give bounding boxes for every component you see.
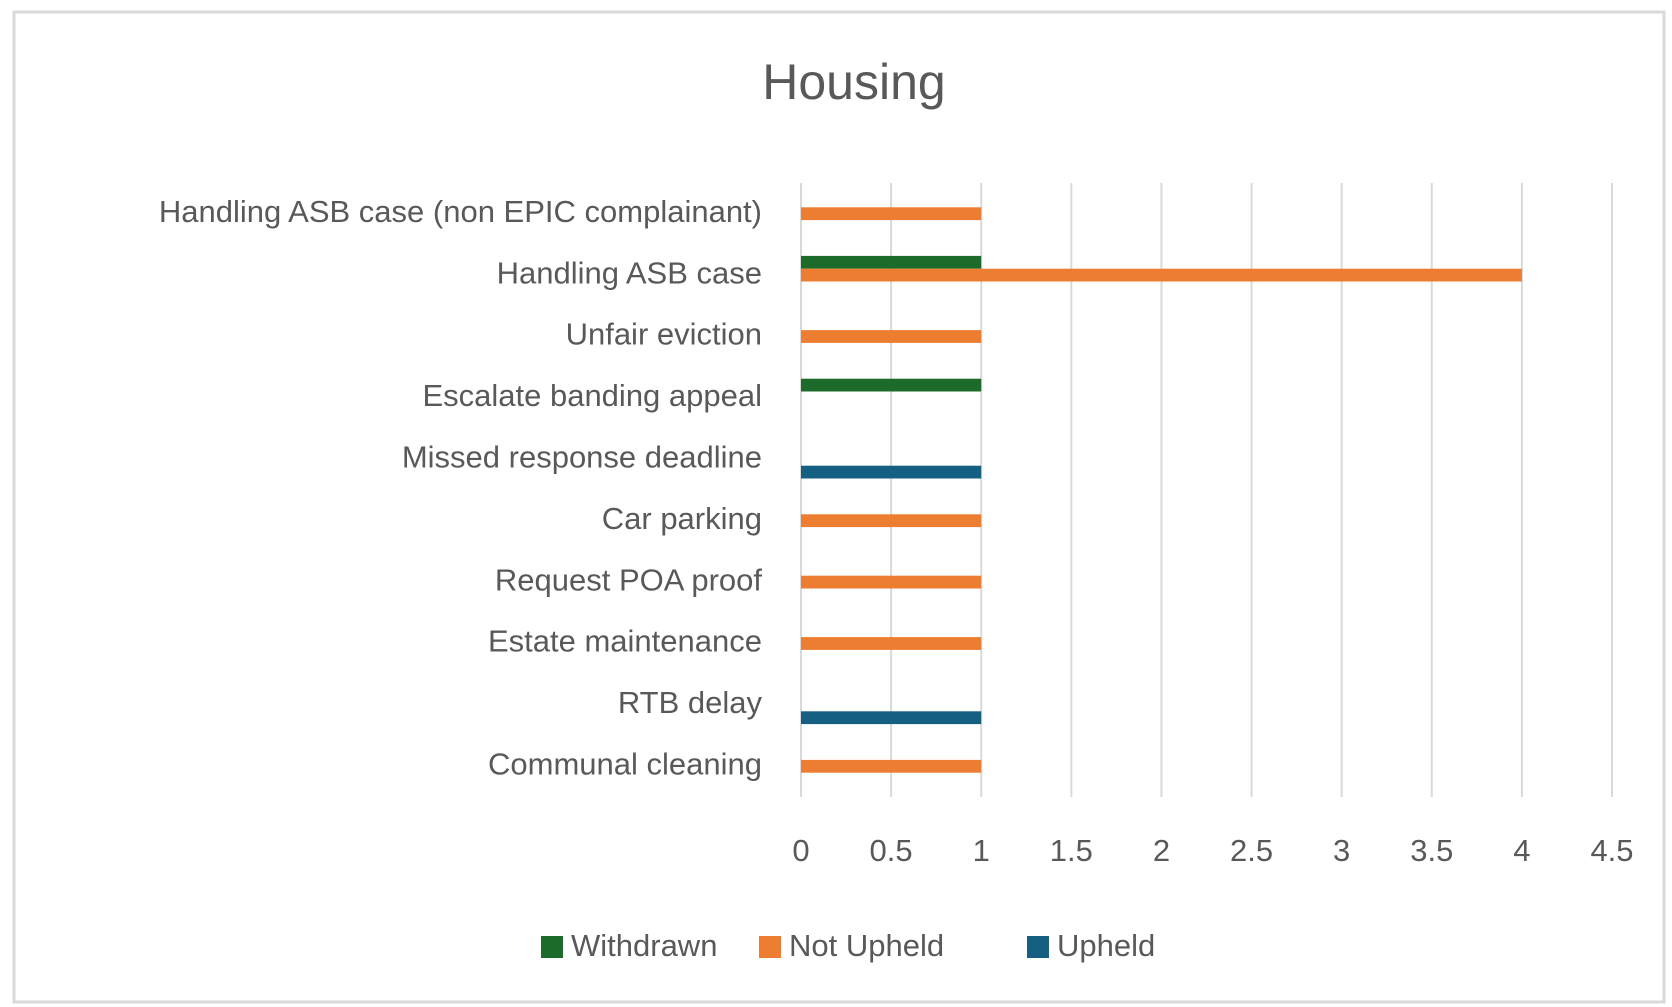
bar: [801, 378, 982, 392]
legend-swatch: [541, 936, 563, 958]
x-tick-label: 0: [792, 833, 809, 868]
x-tick-label: 3: [1333, 833, 1350, 868]
bar: [801, 330, 982, 343]
x-tick-label: 3.5: [1410, 833, 1453, 868]
x-tick-label: 4.5: [1590, 833, 1633, 868]
y-tick-label: Estate maintenance: [488, 624, 762, 659]
chart-title: Housing: [762, 54, 945, 110]
x-tick-label: 1: [973, 833, 990, 868]
legend-label: Withdrawn: [571, 928, 717, 963]
bar: [801, 207, 982, 221]
x-tick-label: 0.5: [870, 833, 913, 868]
chart-frame: [12, 10, 1666, 1004]
bar: [801, 514, 982, 528]
y-tick-label: Escalate banding appeal: [422, 378, 762, 413]
legend-label: Not Upheld: [789, 928, 944, 963]
legend-label: Upheld: [1057, 928, 1155, 963]
bar: [801, 268, 1522, 282]
x-tick-label: 2.5: [1230, 833, 1273, 868]
bar: [801, 465, 982, 479]
bar: [801, 255, 982, 269]
bar: [801, 637, 982, 650]
x-tick-label: 2: [1153, 833, 1170, 868]
y-tick-label: Handling ASB case: [497, 255, 762, 290]
y-tick-label: Missed response deadline: [402, 439, 762, 474]
y-tick-label: Request POA proof: [495, 562, 762, 597]
y-tick-label: Handling ASB case (non EPIC complainant): [159, 194, 762, 229]
x-tick-label: 4: [1513, 833, 1530, 868]
bar: [801, 759, 982, 773]
y-tick-label: RTB delay: [618, 685, 763, 720]
y-tick-label: Car parking: [602, 501, 762, 536]
y-tick-label: Unfair eviction: [566, 317, 762, 352]
legend-swatch: [759, 936, 781, 958]
y-tick-label: Communal cleaning: [488, 746, 762, 781]
legend-swatch: [1027, 936, 1049, 958]
bar: [801, 711, 982, 725]
bar: [801, 575, 982, 589]
x-tick-label: 1.5: [1050, 833, 1093, 868]
